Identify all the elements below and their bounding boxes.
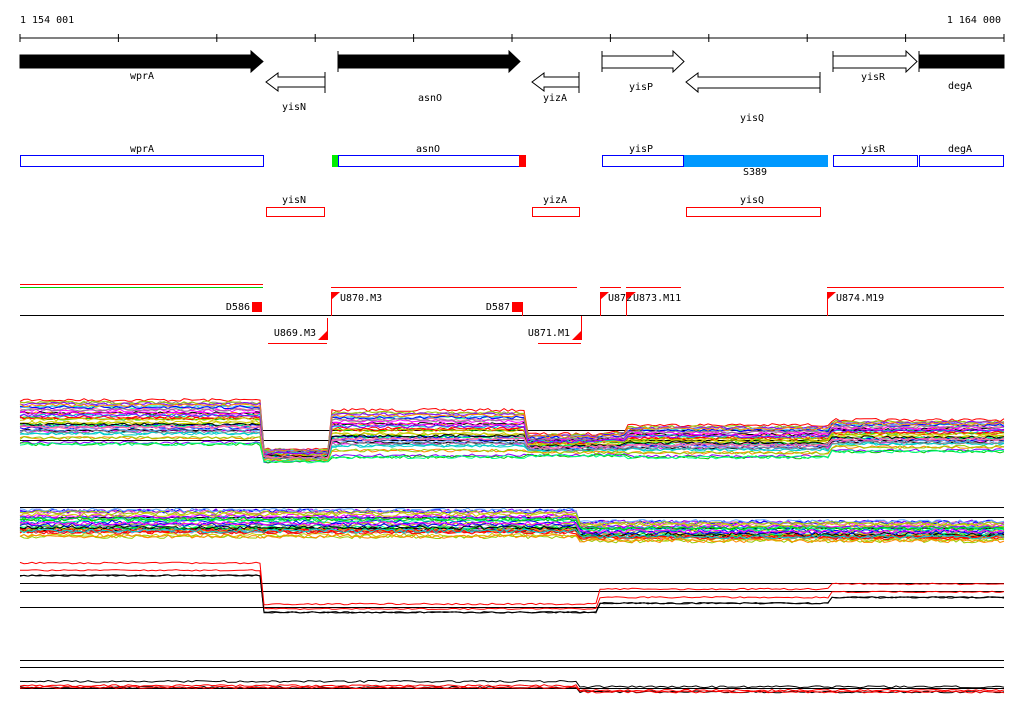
gene-arrow-yizA[interactable] <box>531 72 580 92</box>
expression-profile-line <box>19 517 1005 532</box>
feature-box-yizA[interactable] <box>532 207 580 217</box>
gene-label: asnO <box>418 93 442 104</box>
feature-label: wprA <box>130 144 154 155</box>
gene-track: wprA yisN asnO yizA yisP yisQ yisR degA <box>19 49 1005 124</box>
gene-label: yisP <box>629 82 653 93</box>
feature-box-yisR[interactable] <box>833 155 918 167</box>
feature-box-yisN[interactable] <box>266 207 325 217</box>
site-label: U874.M19 <box>836 293 884 304</box>
ruler-ticks <box>19 34 1005 42</box>
expression-profile-line <box>19 435 1005 462</box>
feature-label: yisN <box>282 195 306 206</box>
site-flag-U873.M11[interactable] <box>626 292 636 300</box>
gene-label: yisN <box>282 102 306 113</box>
feature-label: yisP <box>629 144 653 155</box>
expression-profile-line <box>19 403 1005 453</box>
expression-profile-line <box>19 679 1005 689</box>
gene-arrow-degA[interactable] <box>918 54 1005 69</box>
site-marker-D586[interactable] <box>252 302 262 312</box>
expression-profile-line <box>19 410 1005 455</box>
expression-profile-line <box>19 413 1005 456</box>
expression-profile-line <box>19 507 1005 525</box>
ruler-start-label: 1 154 001 <box>20 15 74 26</box>
site-flag-U874.M19[interactable] <box>827 292 836 300</box>
site-label: U871.M1 <box>528 328 570 339</box>
expression-profile-line <box>19 435 1005 462</box>
gene-arrow-yisN[interactable] <box>265 72 326 92</box>
feature-label: yizA <box>543 195 567 206</box>
gene-label: yisR <box>861 72 886 83</box>
site-flag-U872[interactable] <box>600 292 609 300</box>
feature-box-yisQ[interactable] <box>686 207 821 217</box>
ruler-end-label: 1 164 000 <box>947 15 1001 26</box>
expression-profile-line <box>19 685 1005 694</box>
expression-profile-line <box>19 561 1004 606</box>
site-label: D587 <box>486 302 510 313</box>
expression-profile-line <box>19 440 1005 464</box>
site-label: U873.M11 <box>633 293 681 304</box>
expression-tracks <box>19 398 1005 694</box>
reverse-feature-track: yisN yizA yisQ <box>266 195 821 217</box>
gene-label: wprA <box>130 71 154 82</box>
expression-profile-line <box>20 574 1005 614</box>
site-label: U870.M3 <box>340 293 382 304</box>
feature-label: yisR <box>861 144 886 155</box>
site-marker-D587[interactable] <box>512 302 522 312</box>
coordinate-ruler: 1 154 001 1 164 000 <box>19 15 1005 42</box>
regulatory-site-track: D586 U870.M3 D587 U869.M3 U871.M1 U872 U… <box>20 284 1004 344</box>
expression-profile-line <box>19 528 1005 540</box>
feature-box-wprA[interactable] <box>20 155 264 167</box>
site-flag-U871.M1[interactable] <box>572 331 581 340</box>
expression-profile-line <box>19 407 1005 454</box>
feature-box-asnO[interactable] <box>338 155 520 167</box>
gene-arrow-wprA[interactable] <box>19 49 264 74</box>
gene-arrow-yisP[interactable] <box>601 49 685 74</box>
segment-box-S389[interactable] <box>684 155 828 167</box>
expression-profile-line <box>19 516 1005 531</box>
expression-profile-line <box>19 684 1005 692</box>
expression-profile-line <box>19 405 1005 453</box>
expression-profile-line <box>19 413 1005 456</box>
site-label: D586 <box>226 302 250 313</box>
expression-profile-line <box>19 528 1005 540</box>
expression-profile-line <box>19 424 1005 459</box>
site-flag-U869.M3[interactable] <box>318 331 327 340</box>
feature-label: asnO <box>416 144 440 155</box>
gene-label: yisQ <box>740 113 764 124</box>
expression-profile-line <box>19 512 1005 528</box>
feature-label: yisQ <box>740 195 764 206</box>
expression-profile-line <box>19 533 1005 544</box>
expression-profile-line <box>19 521 1005 534</box>
site-flag-U870.M3[interactable] <box>331 292 340 300</box>
expression-profile-line <box>19 442 1005 464</box>
expression-profile-line <box>19 417 1005 457</box>
expression-profile-line <box>20 569 1005 611</box>
feature-box-yisP[interactable] <box>602 155 684 167</box>
gene-label: yizA <box>543 93 567 104</box>
feature-label: S389 <box>743 167 767 178</box>
forward-feature-track: wprA asnO yisP S389 yisR degA <box>20 144 1004 178</box>
end-marker <box>519 155 526 167</box>
gene-arrow-asnO[interactable] <box>337 49 521 74</box>
start-marker <box>332 155 338 167</box>
expression-profile-line <box>19 514 1005 529</box>
feature-label: degA <box>948 144 972 155</box>
gene-arrow-yisR[interactable] <box>832 49 918 74</box>
feature-box-degA[interactable] <box>919 155 1004 167</box>
gene-arrow-yisQ[interactable] <box>685 72 821 94</box>
expression-profile-line <box>19 416 1005 457</box>
expression-profile-line <box>20 510 1005 527</box>
gene-label: degA <box>948 81 972 92</box>
site-label: U869.M3 <box>274 328 316 339</box>
site-label: U872 <box>608 293 632 304</box>
expression-profile-line <box>19 429 1005 460</box>
